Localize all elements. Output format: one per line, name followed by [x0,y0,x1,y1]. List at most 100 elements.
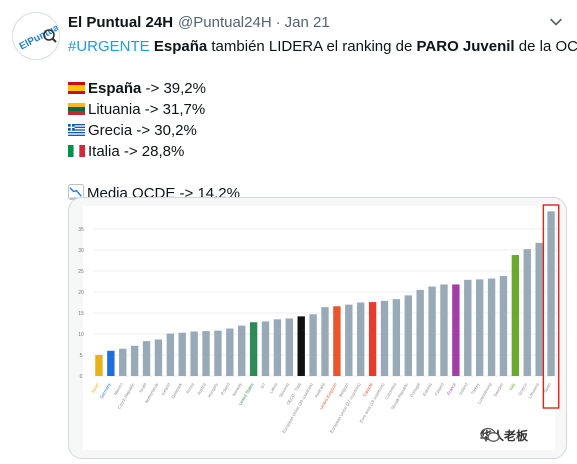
x-tick-label: Greece [517,381,529,396]
headline: #URGENTE España también LIDERA el rankin… [68,36,577,57]
spain-flag-icon [68,82,85,94]
x-tick-label: Ireland [458,381,469,395]
headline-bold-topic: PARO Juvenil [416,38,515,55]
chart-bar [309,314,317,376]
list-item-greece: Grecia -> 30,2% [68,120,568,141]
chart-bar [321,307,329,376]
x-tick-label: Poland [220,381,231,395]
chart-bar [95,355,103,376]
country-name: España [88,80,142,97]
list-item-lithuania: Lituania -> 31,7% [68,99,568,120]
chart-bar [238,325,246,376]
y-tick-label: 5 [80,353,83,359]
chart-bar [380,300,389,376]
chart-bar [119,348,127,376]
chart-bar [416,289,424,376]
chart-bar [249,322,258,376]
separator-dot: · [275,13,281,31]
chart-bar [499,276,508,376]
chart-bar [404,295,412,376]
chart-bar [142,341,151,376]
chart-bar [202,331,210,376]
hashtag-link[interactable]: #URGENTE [68,38,150,55]
chart-bar [107,350,115,376]
x-tick-label: Italy [508,381,517,391]
x-tick-label: Spain [542,381,552,393]
chart-bar [261,321,270,376]
chart-bar [475,279,484,376]
x-tick-label: Mexico [113,381,124,396]
chart-bar [452,284,460,376]
chart-bar [392,299,401,376]
avatar-logo: ElPuntual [13,13,59,59]
y-tick-label: 25 [78,269,84,275]
highlight-box [542,204,560,409]
chart-bar [273,319,282,376]
chart-bar [166,333,175,376]
x-tick-label: Japan [90,381,100,394]
y-tick-label: 30 [78,248,84,254]
y-tick-label: 35 [78,227,84,233]
country-value: -> 31,7% [140,101,206,118]
x-tick-label: G7 [259,381,266,389]
chart-bar [226,328,234,376]
country-name: Italia [88,143,120,160]
x-tick-label: Latvia [268,381,278,394]
country-name: Grecia [88,122,133,139]
list-item-italy: Italia -> 28,8% [68,141,568,162]
x-tick-label: Norway [231,381,243,397]
chart-bar [154,339,163,376]
chart-bar [297,316,305,376]
country-value: -> 28,8% [119,143,185,160]
chart-bar [190,331,198,376]
tweet-date[interactable]: Jan 21 [284,13,330,31]
chart-bar [357,302,365,376]
x-tick-label: Korea [185,381,195,394]
chart-bar [535,242,543,376]
wechat-icon [480,427,500,442]
x-tick-label: France [446,381,457,395]
watermark: 华人老板 [480,427,528,444]
headline-bold-country: España [153,38,208,55]
avatar[interactable]: ElPuntual [12,12,60,60]
x-tick-label: Estonia [422,381,434,396]
tweet-text: #URGENTE España también LIDERA el rankin… [68,36,577,204]
chart-bar [487,278,496,376]
chart-bar [345,304,353,376]
chart-bar [178,332,186,376]
chart-bar [368,302,377,376]
x-tick-label: Israel [138,382,147,393]
chevron-down-icon[interactable] [547,13,565,31]
y-tick-label: 20 [78,290,84,296]
country-name: Lituania [88,101,141,118]
country-value: -> 30,2% [132,122,197,139]
italy-flag-icon [68,145,85,157]
tweet-header: El Puntual 24H @Puntual24H · Jan 21 [68,12,565,32]
y-tick-label: 0 [80,374,83,380]
chart-bar [464,279,472,376]
chart-bar [511,255,520,376]
lithuania-flag-icon [68,103,85,115]
chart-bar [130,345,139,376]
media-card[interactable]: 0 5 10 15 20 25 30 35 Japan Germany Mexico Czech Re… [68,197,567,459]
chart-bar [523,249,531,376]
country-value: -> 39,2% [141,80,206,97]
chart-bar [547,211,555,376]
chart-bar [214,330,222,376]
x-tick-label: Austria [196,381,207,395]
headline-text-2: de la OCDE. [518,38,577,55]
chart-bar [285,318,293,376]
headline-text-1: también LIDERA el ranking de [207,38,417,55]
x-tick-label: Finland [434,381,446,396]
author-name[interactable]: El Puntual 24H [68,13,174,31]
chart-bar [440,284,448,376]
chart-panel [83,206,555,450]
y-tick-label: 15 [78,311,84,317]
x-tick-label: Iceland [160,381,171,396]
x-tick-label: Canada [362,381,374,397]
y-tick-label: 10 [78,332,84,338]
chart-bar [428,286,436,376]
x-tick-label: Turkey [470,381,481,395]
author-handle[interactable]: @Puntual24H [178,13,272,31]
